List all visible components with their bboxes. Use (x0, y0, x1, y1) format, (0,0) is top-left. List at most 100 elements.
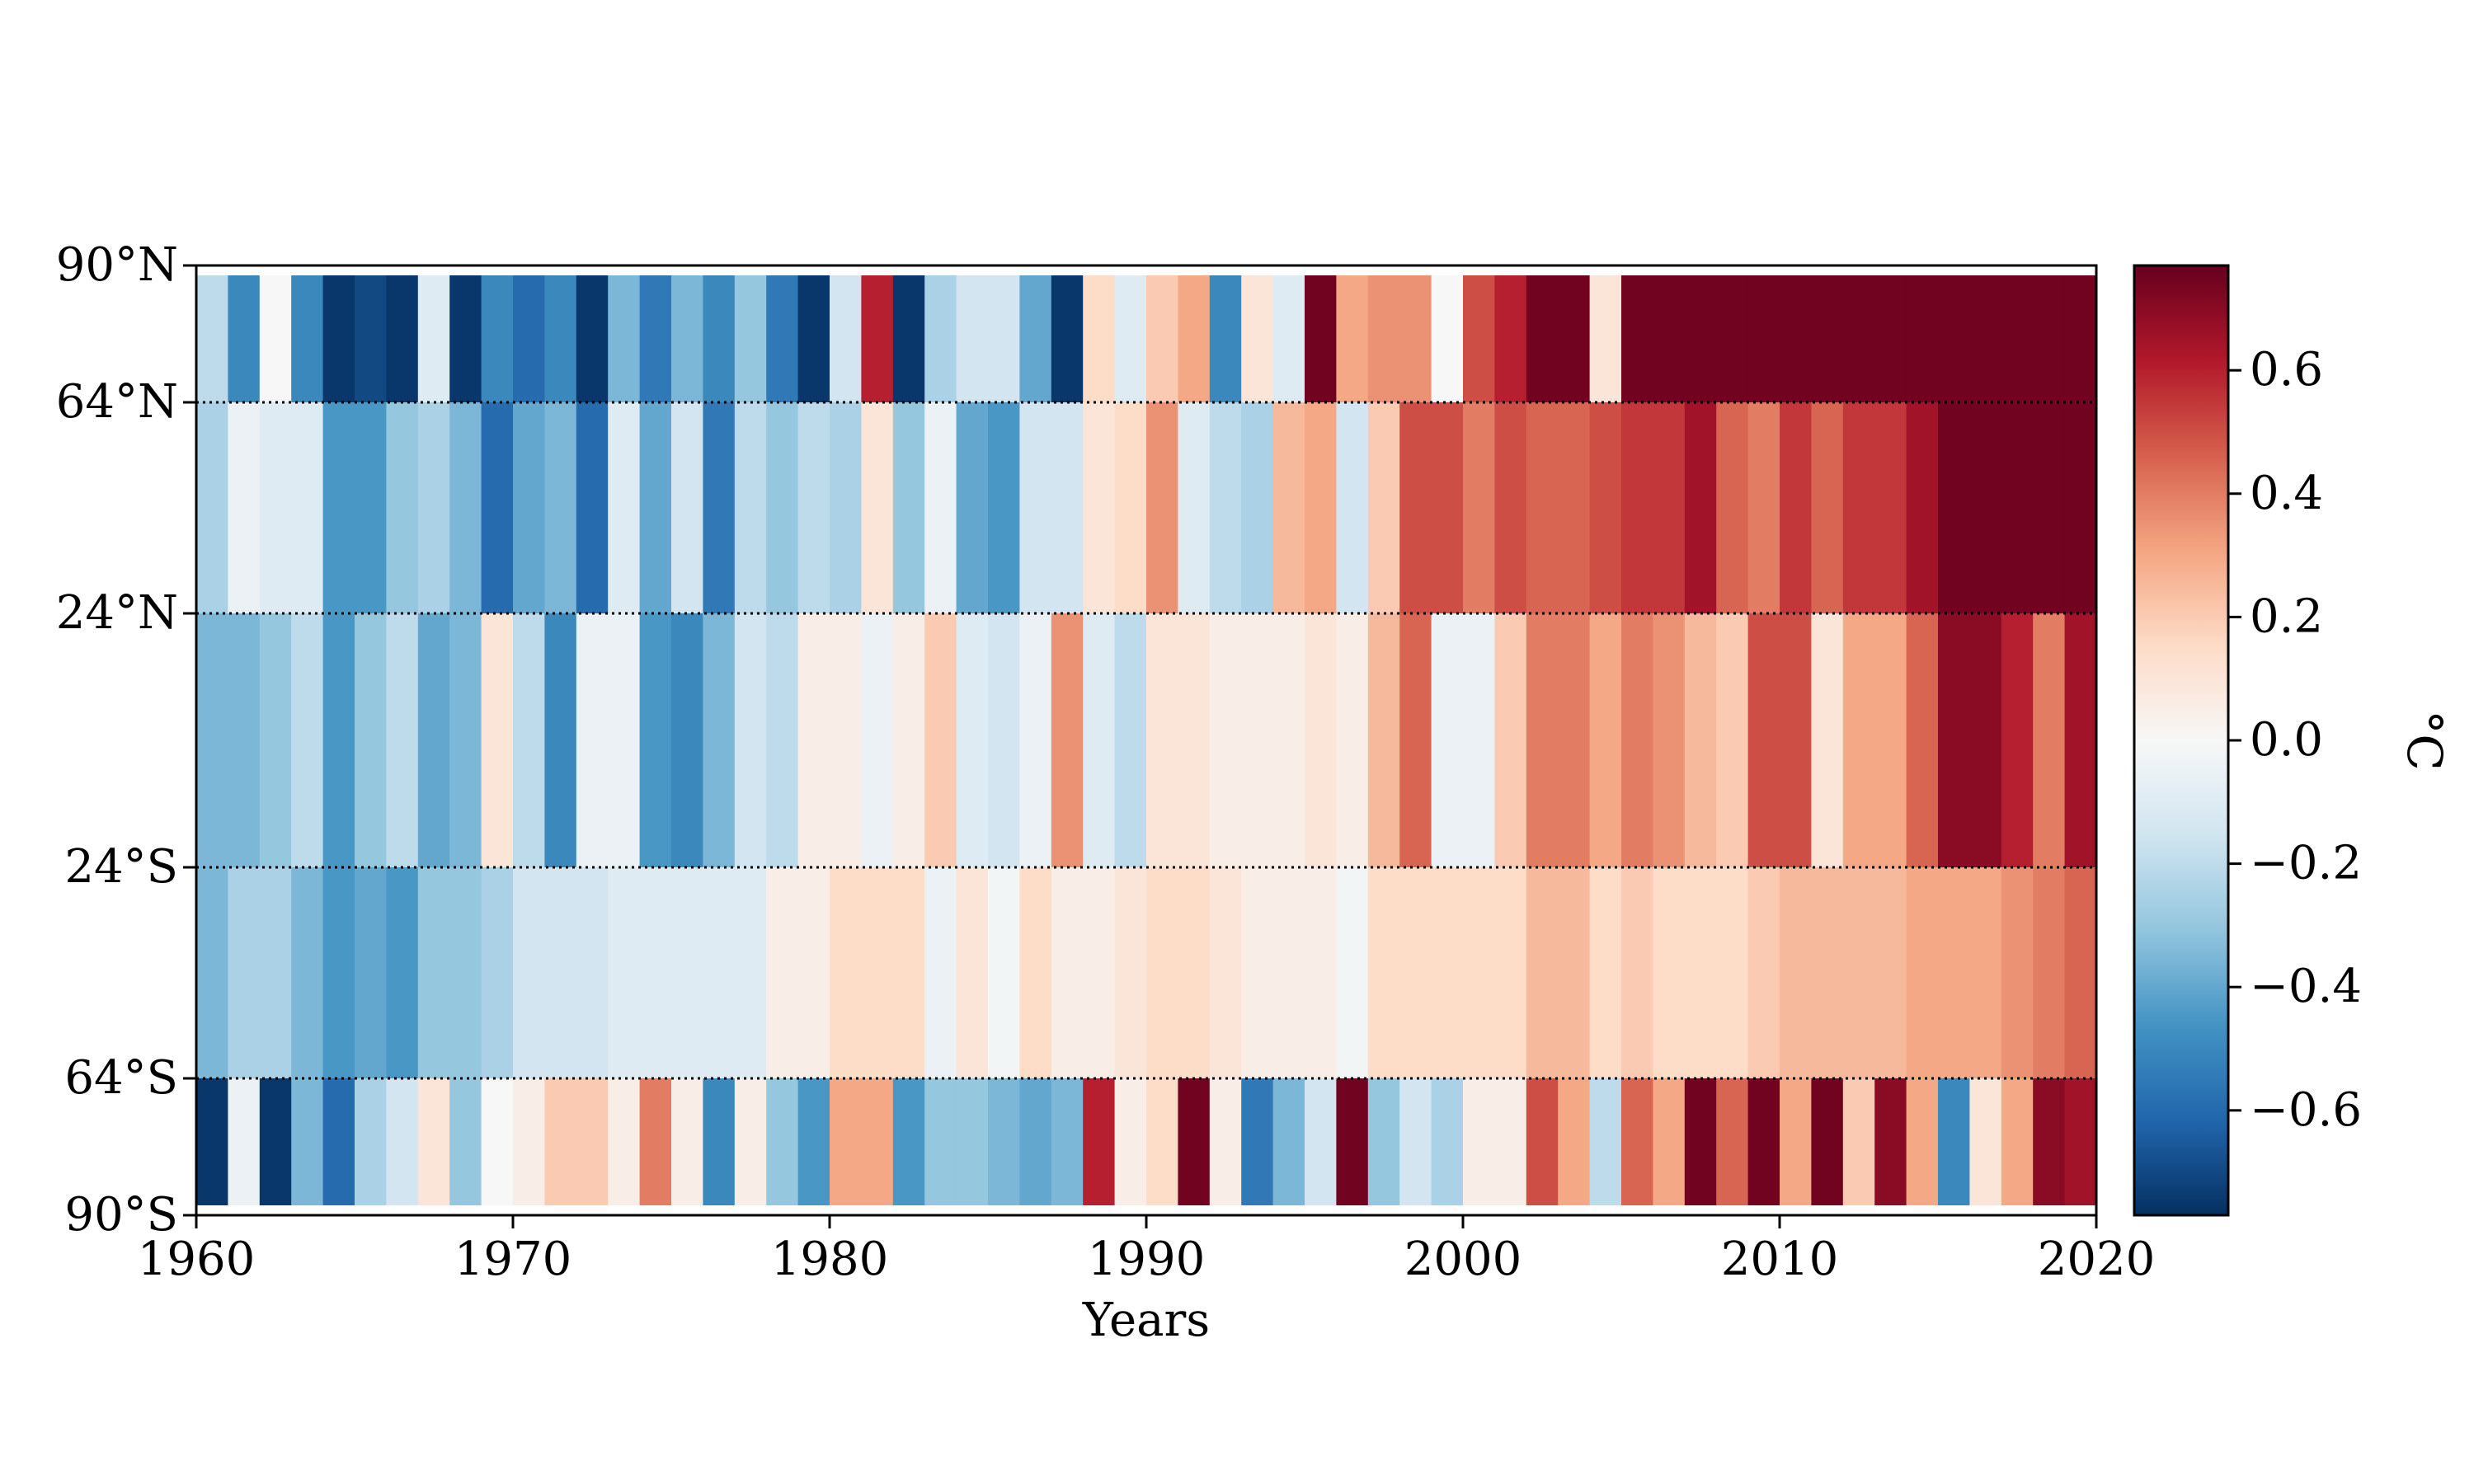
heatmap-cell (1272, 402, 1305, 613)
heatmap-cell (1367, 1078, 1400, 1205)
heatmap-cell (892, 275, 925, 402)
heatmap-cell (1431, 867, 1464, 1078)
heatmap-cell (892, 402, 925, 613)
heatmap-cell (1684, 275, 1717, 402)
heatmap-cell (1019, 275, 1052, 402)
x-tick-label: 1970 (454, 1233, 572, 1286)
heatmap-cell (988, 867, 1020, 1078)
heatmap-cell (259, 1078, 292, 1205)
heatmap-cell (639, 402, 672, 613)
heatmap-cell (544, 613, 577, 867)
heatmap-cell (544, 1078, 577, 1205)
heatmap-cell (1653, 1078, 1686, 1205)
heatmap-cell (417, 1078, 450, 1205)
heatmap-cell (1811, 275, 1844, 402)
heatmap-cell (766, 867, 799, 1078)
heatmap-cell (481, 1078, 514, 1205)
heatmap-cell (1780, 613, 1812, 867)
heatmap-cell (1336, 402, 1369, 613)
heatmap-cell (1716, 275, 1749, 402)
heatmap-cell (1906, 402, 1939, 613)
x-tick-label: 1990 (1088, 1233, 1206, 1286)
heatmap-cell (2001, 402, 2034, 613)
heatmap-cell (355, 275, 387, 402)
heatmap-cell (892, 613, 925, 867)
heatmap-cell (2001, 867, 2034, 1078)
heatmap-cell (1938, 402, 1970, 613)
heatmap-cell (1051, 613, 1084, 867)
heatmap-cell (1178, 613, 1211, 867)
heatmap-cell (1558, 1078, 1591, 1205)
heatmap-cell (1938, 275, 1970, 402)
heatmap-cell (671, 867, 703, 1078)
colorbar-tick-label: 0.2 (2250, 589, 2323, 643)
heatmap-cell (1146, 1078, 1178, 1205)
heatmap-cell (1684, 867, 1717, 1078)
heatmap-cell (1906, 1078, 1939, 1205)
y-tick-label: 24°N (56, 586, 178, 640)
heatmap-cell (291, 275, 324, 402)
heatmap-cell (1272, 1078, 1305, 1205)
heatmap-cell (1146, 275, 1178, 402)
heatmap-cell (259, 613, 292, 867)
heatmap-cell (608, 867, 641, 1078)
heatmap-cell (1906, 275, 1939, 402)
heatmap-cell (1589, 402, 1622, 613)
heatmap-cell (386, 402, 419, 613)
heatmap-cell (449, 613, 482, 867)
heatmap-cell (1399, 867, 1432, 1078)
heatmap-cell (1463, 402, 1495, 613)
heatmap-cell (1589, 613, 1622, 867)
heatmap-cell (608, 402, 641, 613)
heatmap-cell (2064, 613, 2097, 867)
heatmap-cell (1653, 613, 1686, 867)
heatmap-cell (1589, 275, 1622, 402)
heatmap-cell (703, 1078, 736, 1205)
heatmap-cell (228, 275, 261, 402)
heatmap-cell (1083, 402, 1116, 613)
heatmap-cell (417, 613, 450, 867)
heatmap-cell (797, 1078, 830, 1205)
heatmap-cell (1969, 1078, 2002, 1205)
heatmap-cell (1305, 275, 1337, 402)
heatmap-cell (1621, 867, 1653, 1078)
heatmap-cell (1621, 402, 1653, 613)
x-tick-label: 1960 (138, 1233, 256, 1286)
y-tick-label: 90°S (64, 1188, 178, 1242)
heatmap-cell (481, 867, 514, 1078)
heatmap-cell (576, 275, 609, 402)
heatmap-cell (703, 867, 736, 1078)
heatmap-cell (1305, 613, 1337, 867)
heatmap-cell (1272, 613, 1305, 867)
heatmap-cell (259, 402, 292, 613)
heatmap-cell (513, 613, 545, 867)
heatmap-cell (322, 1078, 355, 1205)
heatmap-cell (1747, 402, 1780, 613)
heatmap-cell (386, 1078, 419, 1205)
heatmap-cell (734, 867, 767, 1078)
heatmap-cell (1906, 613, 1939, 867)
heatmap-cell (892, 1078, 925, 1205)
heatmap-cell (1241, 275, 1274, 402)
heatmap-cell (1209, 867, 1242, 1078)
heatmap-cell (291, 867, 324, 1078)
heatmap-cell (988, 402, 1020, 613)
heatmap-cell (228, 613, 261, 867)
heatmap-cell (830, 613, 862, 867)
heatmap-cell (671, 402, 703, 613)
heatmap-cell (797, 402, 830, 613)
heatmap-cell (1906, 867, 1939, 1078)
y-tick-label: 64°N (56, 375, 178, 429)
heatmap-cell (1653, 867, 1686, 1078)
heatmap-cell (355, 613, 387, 867)
heatmap-cell (576, 867, 609, 1078)
y-tick-label: 90°N (56, 238, 178, 292)
heatmap-cell (1272, 867, 1305, 1078)
heatmap-cell (481, 402, 514, 613)
heatmap-cell (639, 867, 672, 1078)
heatmap-cell (1747, 613, 1780, 867)
heatmap-cell (1526, 402, 1559, 613)
heatmap-cell (2064, 275, 2097, 402)
heatmap-cell (734, 1078, 767, 1205)
heatmap-cell (196, 1078, 228, 1205)
